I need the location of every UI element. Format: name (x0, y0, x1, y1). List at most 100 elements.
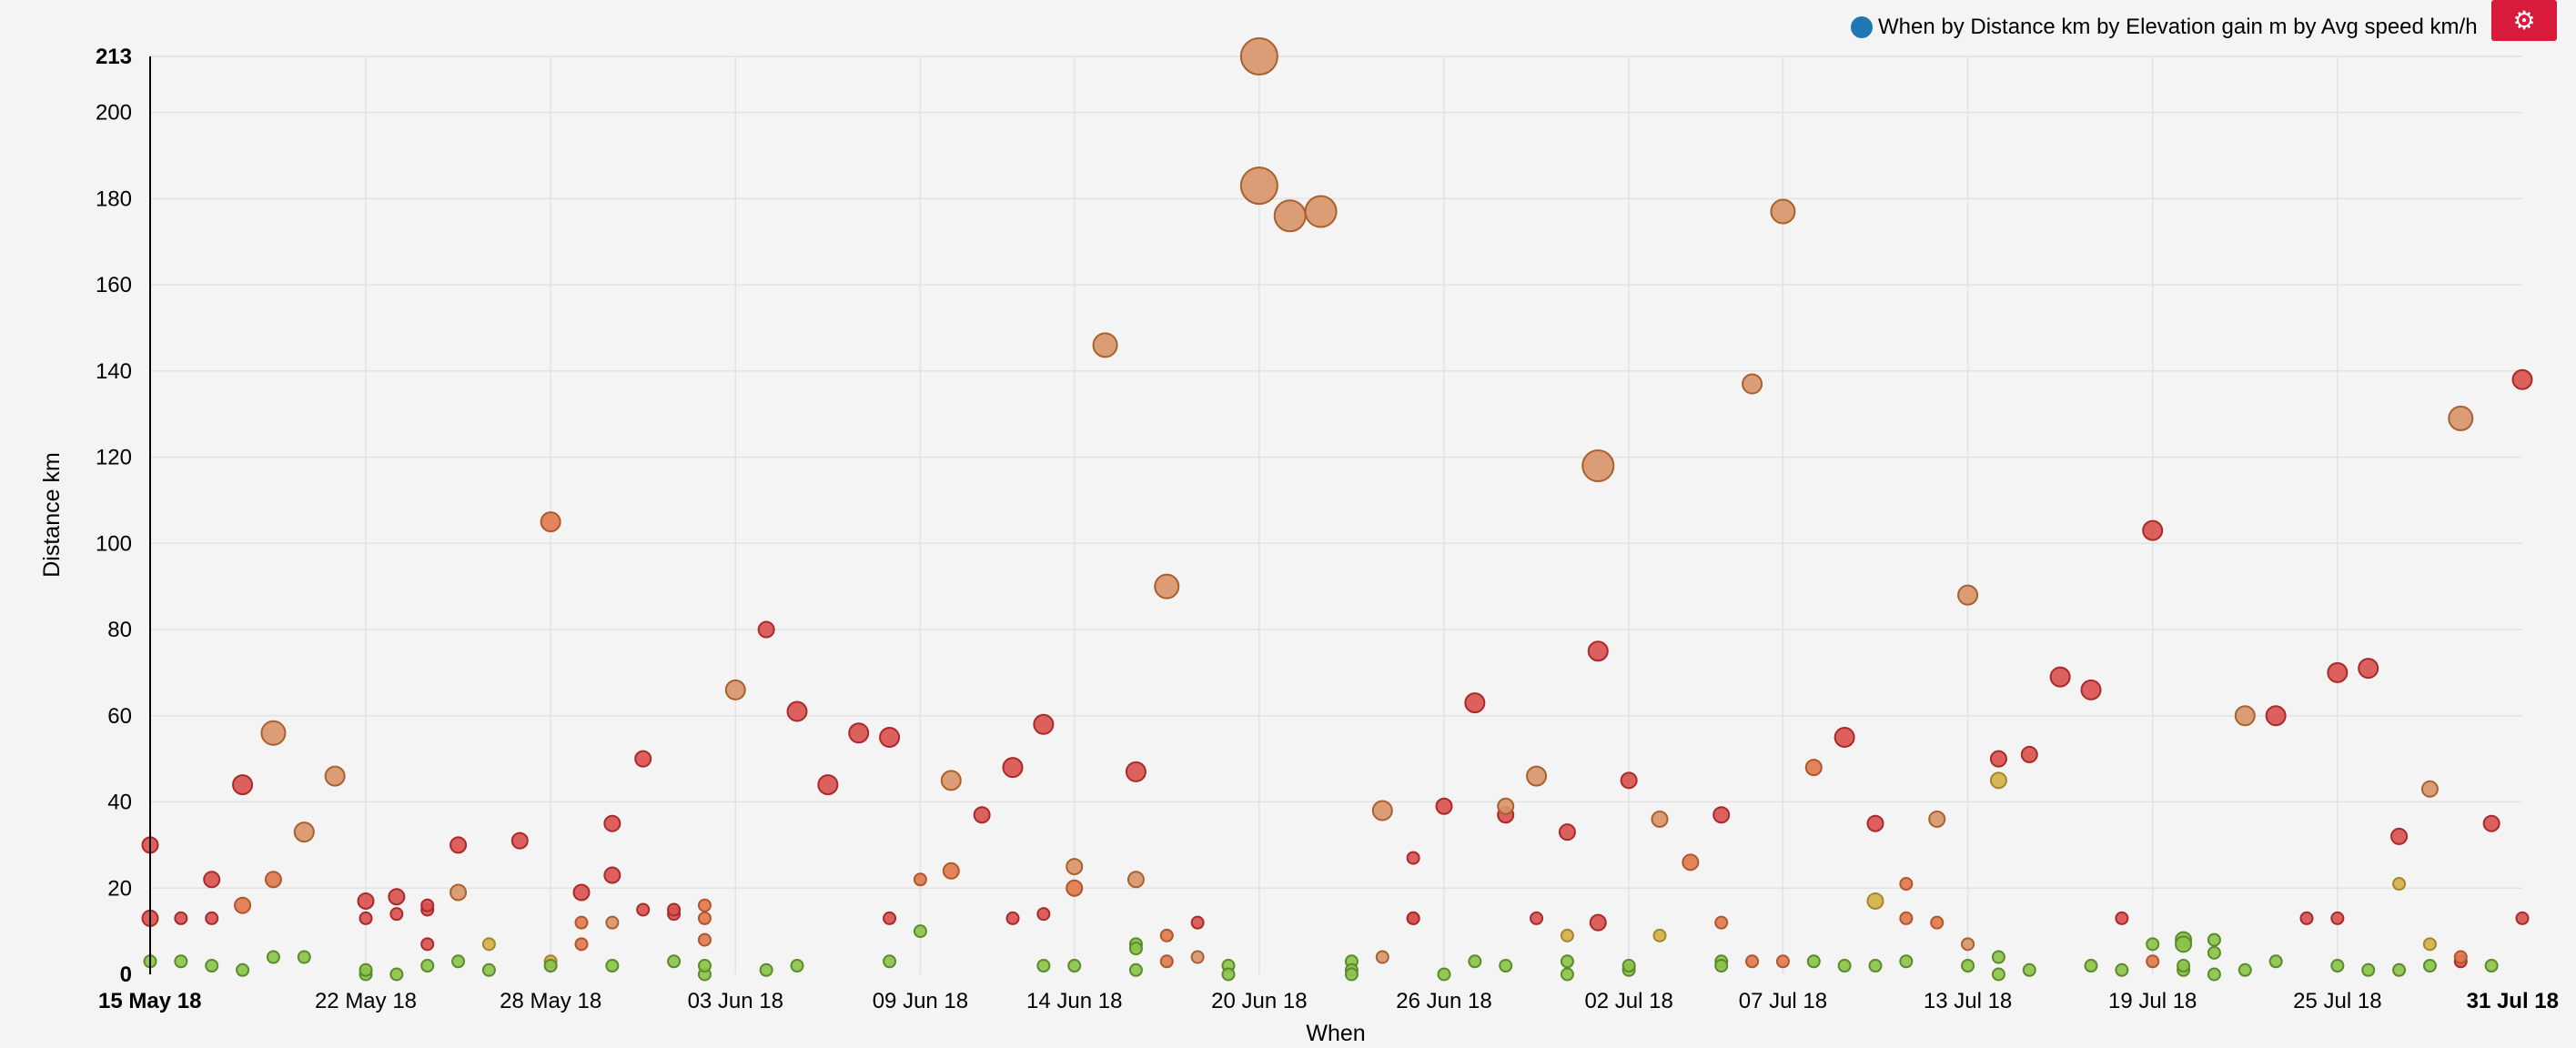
data-point[interactable] (2361, 962, 2376, 977)
data-point[interactable] (1067, 959, 1082, 973)
data-point[interactable] (603, 814, 621, 832)
data-point[interactable] (1435, 797, 1453, 815)
data-point[interactable] (2238, 962, 2252, 977)
settings-button[interactable]: ⚙ (2491, 0, 2557, 41)
data-point[interactable] (1304, 195, 1338, 228)
data-point[interactable] (1036, 907, 1051, 922)
data-point[interactable] (1344, 967, 1359, 982)
data-point[interactable] (1273, 199, 1307, 233)
data-point[interactable] (942, 862, 960, 880)
data-point[interactable] (2022, 962, 2036, 977)
data-point[interactable] (1899, 877, 1914, 892)
data-point[interactable] (1128, 942, 1143, 956)
data-point[interactable] (1036, 959, 1051, 973)
data-point[interactable] (174, 911, 188, 925)
data-point[interactable] (2080, 679, 2102, 700)
data-point[interactable] (2115, 962, 2129, 977)
data-point[interactable] (1221, 967, 1236, 982)
data-point[interactable] (2392, 877, 2407, 892)
data-point[interactable] (2207, 945, 2221, 960)
data-point[interactable] (2484, 959, 2499, 973)
data-point[interactable] (2515, 911, 2530, 925)
data-point[interactable] (203, 871, 221, 889)
data-point[interactable] (174, 954, 188, 969)
data-point[interactable] (1930, 915, 1945, 930)
data-point[interactable] (359, 911, 373, 925)
data-point[interactable] (2330, 911, 2345, 925)
data-point[interactable] (1961, 937, 1975, 952)
data-point[interactable] (603, 866, 621, 884)
data-point[interactable] (1526, 765, 1548, 787)
data-point[interactable] (572, 883, 591, 902)
data-point[interactable] (1125, 761, 1147, 782)
data-point[interactable] (574, 915, 589, 930)
data-point[interactable] (1066, 858, 1084, 876)
data-point[interactable] (1128, 962, 1143, 977)
data-point[interactable] (1587, 640, 1609, 662)
data-point[interactable] (1899, 911, 1914, 925)
data-point[interactable] (234, 896, 252, 914)
data-point[interactable] (2146, 937, 2160, 952)
data-point[interactable] (1712, 806, 1731, 824)
data-point[interactable] (2084, 959, 2098, 973)
data-point[interactable] (1745, 954, 1760, 969)
data-point[interactable] (260, 720, 287, 746)
data-point[interactable] (1499, 959, 1513, 973)
data-point[interactable] (1468, 954, 1482, 969)
data-point[interactable] (1775, 954, 1790, 969)
data-point[interactable] (420, 898, 435, 912)
data-point[interactable] (790, 959, 804, 973)
data-point[interactable] (2358, 658, 2379, 680)
data-point[interactable] (1239, 166, 1278, 206)
data-point[interactable] (2234, 705, 2256, 727)
data-point[interactable] (1991, 950, 2005, 964)
data-point[interactable] (1989, 771, 2007, 790)
data-point[interactable] (940, 770, 962, 791)
data-point[interactable] (324, 765, 346, 787)
data-point[interactable] (1530, 911, 1544, 925)
data-point[interactable] (389, 967, 404, 982)
data-point[interactable] (759, 962, 773, 977)
data-point[interactable] (1770, 198, 1796, 225)
data-point[interactable] (543, 959, 558, 973)
data-point[interactable] (634, 750, 652, 768)
data-point[interactable] (388, 888, 406, 906)
data-point[interactable] (1581, 449, 1615, 483)
data-point[interactable] (667, 954, 682, 969)
data-point[interactable] (1899, 954, 1914, 969)
data-point[interactable] (450, 883, 468, 902)
data-point[interactable] (236, 962, 250, 977)
data-point[interactable] (2422, 937, 2437, 952)
data-point[interactable] (883, 911, 897, 925)
data-point[interactable] (848, 722, 870, 744)
data-point[interactable] (879, 726, 901, 748)
data-point[interactable] (1406, 851, 1420, 865)
data-point[interactable] (420, 937, 435, 952)
data-point[interactable] (2175, 935, 2193, 953)
data-point[interactable] (1989, 750, 2007, 768)
data-point[interactable] (1866, 892, 1884, 910)
data-point[interactable] (232, 774, 254, 796)
data-point[interactable] (1375, 950, 1389, 964)
data-point[interactable] (293, 821, 315, 843)
data-point[interactable] (1866, 814, 1884, 832)
data-point[interactable] (1005, 911, 1020, 925)
data-point[interactable] (450, 836, 468, 854)
data-point[interactable] (1033, 713, 1055, 735)
data-point[interactable] (1928, 810, 1946, 828)
data-point[interactable] (357, 892, 375, 910)
data-point[interactable] (1126, 871, 1145, 889)
data-point[interactable] (2299, 911, 2314, 925)
data-point[interactable] (1560, 954, 1574, 969)
data-point[interactable] (1714, 959, 1729, 973)
data-point[interactable] (1957, 584, 1979, 606)
data-point[interactable] (451, 954, 466, 969)
data-point[interactable] (2146, 954, 2160, 969)
data-point[interactable] (1621, 959, 1636, 973)
data-point[interactable] (605, 915, 620, 930)
data-point[interactable] (697, 959, 712, 973)
data-point[interactable] (1558, 823, 1576, 841)
data-point[interactable] (2327, 661, 2349, 683)
data-point[interactable] (2390, 827, 2409, 845)
data-point[interactable] (359, 962, 373, 977)
